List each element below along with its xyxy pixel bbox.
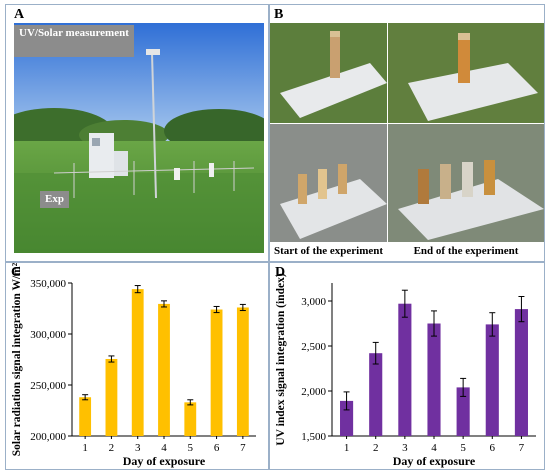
x-axis-title: Day of exposure [123, 454, 206, 468]
bar [398, 303, 412, 436]
bar [105, 358, 118, 436]
x-tick-label: 2 [109, 442, 115, 454]
x-tick-label: 2 [373, 442, 379, 454]
panel-b: B [269, 4, 545, 262]
bar [514, 309, 528, 436]
vials-end-top-photo [388, 23, 544, 123]
bar [158, 303, 170, 436]
panel-c-letter: C [11, 265, 22, 280]
bar [236, 307, 249, 436]
vials-start-top-illustration [270, 23, 387, 123]
bar [485, 324, 499, 436]
vials-start-bottom-photo [270, 124, 387, 242]
x-tick-label: 4 [431, 442, 437, 454]
y-axis-title: UV index signal integration (index) [275, 273, 287, 445]
bar [369, 353, 383, 436]
y-tick-label: 300,000 [30, 329, 66, 341]
caption-end: End of the experiment [413, 245, 519, 257]
y-tick-label: 2,500 [301, 341, 326, 353]
y-tick-label: 1,500 [301, 431, 326, 443]
x-tick-label: 7 [240, 442, 246, 454]
y-tick-label: 250,000 [30, 380, 66, 392]
bar [79, 397, 92, 436]
bar [210, 309, 223, 436]
vials-end-top-illustration [388, 23, 544, 123]
bar [340, 400, 354, 436]
vials-start-bottom-illustration [270, 124, 387, 242]
y-tick-label: 3,000 [301, 296, 326, 308]
y-tick-label: 350,000 [30, 278, 66, 290]
bar [184, 402, 197, 436]
field-station-illustration [14, 23, 264, 253]
uv-solar-label: UV/Solar measurement [14, 25, 134, 57]
vials-end-bottom-photo [388, 124, 544, 242]
x-tick-label: 5 [188, 442, 194, 454]
x-tick-label: 5 [460, 442, 466, 454]
x-tick-label: 7 [519, 442, 525, 454]
x-tick-label: 4 [161, 442, 167, 454]
y-tick-label: 200,000 [30, 431, 66, 443]
bar [456, 387, 470, 436]
uv-index-chart: 1,500 2,000 2,500 3,000 1 2 3 4 5 6 7 Day of exposu… [275, 273, 536, 468]
panel-c: C 200,000 250,000 300,000 350,000 1 2 3 4 5 6 7 Day… [5, 262, 269, 470]
y-tick-label: 2,000 [301, 386, 326, 398]
panel-a-letter: A [14, 7, 25, 22]
y-axis-title: Solar radiation signal integration W/m² [11, 263, 23, 456]
panel-d-letter: D [275, 265, 286, 280]
exp-label: Exp [40, 191, 69, 208]
x-tick-label: 3 [135, 442, 141, 454]
x-axis-title: Day of exposure [393, 454, 476, 468]
vials-end-bottom-illustration [388, 124, 544, 242]
vials-start-top-photo [270, 23, 387, 123]
caption-start: Start of the experiment [273, 245, 384, 257]
solar-radiation-chart: 200,000 250,000 300,000 350,000 1 2 3 4 5 6 7 Day o… [11, 263, 256, 468]
x-tick-label: 6 [214, 442, 220, 454]
panel-a: A UV/Solar measurement Exp [5, 4, 269, 262]
field-station-photo [14, 23, 264, 253]
panel-d: D 1,500 2,000 2,500 3,000 1 2 3 4 5 6 7 Day of expo… [269, 262, 545, 470]
x-tick-label: 6 [490, 442, 496, 454]
bar [427, 323, 441, 436]
x-tick-label: 1 [344, 442, 350, 454]
x-tick-label: 1 [82, 442, 88, 454]
x-tick-label: 3 [402, 442, 408, 454]
panel-b-letter: B [274, 7, 284, 22]
bar [131, 289, 144, 436]
